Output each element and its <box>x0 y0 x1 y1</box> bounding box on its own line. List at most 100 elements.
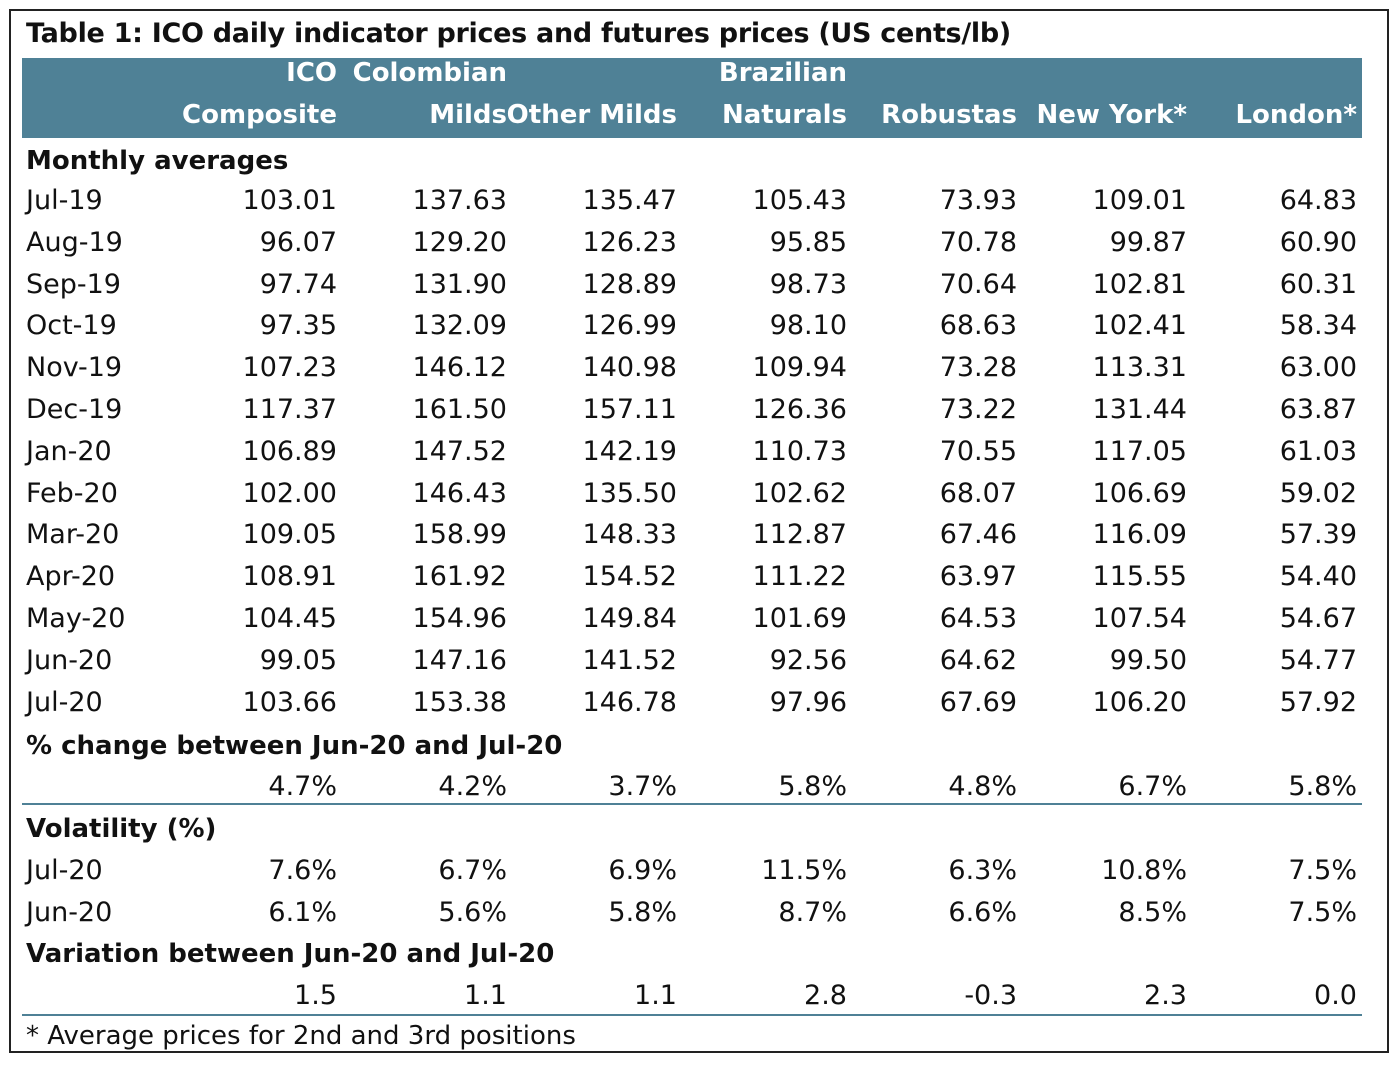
divider <box>22 1014 1362 1016</box>
value-cell: 99.50 <box>1109 644 1187 676</box>
value-cell: 154.96 <box>412 603 507 634</box>
value-cell: 4.8% <box>948 771 1017 802</box>
table-row: Nov-19 107.23 146.12 140.98 109.94 73.28 113.3… <box>26 347 1358 389</box>
column-header: Brazilian Naturals <box>719 52 847 136</box>
value-cell: 109.94 <box>752 352 847 384</box>
value-cell: 73.93 <box>939 185 1017 216</box>
value-cell: 98.73 <box>769 268 847 300</box>
value-cell: 154.52 <box>582 561 677 593</box>
table-row: Jul-20 7.6% 6.7% 6.9% 11.5% 6.3% 10.8% 7.5% <box>26 850 1358 892</box>
column-header-line1: Colombian <box>352 58 507 88</box>
value-cell: 137.63 <box>412 185 507 216</box>
value-cell: 158.99 <box>412 519 507 551</box>
table-row: Dec-19 117.37 161.50 157.11 126.36 73.22 131.4… <box>26 389 1358 431</box>
section-heading-variation: Variation between Jun-20 and Jul-20 <box>26 939 555 969</box>
value-cell: 161.50 <box>412 394 507 425</box>
value-cell: 1.1 <box>464 980 507 1011</box>
value-cell: 67.69 <box>939 686 1017 718</box>
value-cell: 58.34 <box>1279 310 1357 342</box>
table-row: Jun-20 99.05 147.16 141.52 92.56 64.62 99.50 54… <box>26 640 1358 682</box>
value-cell: 6.7% <box>438 855 507 886</box>
row-label: Jul-20 <box>26 855 103 886</box>
value-cell: 146.12 <box>412 352 507 384</box>
row-label: Jun-20 <box>26 896 113 928</box>
value-cell: 131.44 <box>1092 394 1187 425</box>
value-cell: 64.53 <box>939 603 1017 634</box>
row-label: Jun-20 <box>26 644 113 676</box>
column-header-line1: ICO <box>286 58 337 88</box>
value-cell: 68.63 <box>939 310 1017 342</box>
table-row: 4.7% 4.2% 3.7% 5.8% 4.8% 6.7% 5.8% <box>26 766 1358 808</box>
table-row: May-20 104.45 154.96 149.84 101.69 64.53 107.5… <box>26 598 1358 640</box>
value-cell: 102.62 <box>752 477 847 509</box>
table-row: Aug-19 96.07 129.20 126.23 95.85 70.78 99.87 60… <box>26 222 1358 264</box>
value-cell: 117.37 <box>242 394 337 425</box>
value-cell: 68.07 <box>939 477 1017 509</box>
value-cell: 7.5% <box>1288 855 1357 886</box>
value-cell: 113.31 <box>1092 352 1187 384</box>
table-title: Table 1: ICO daily indicator prices and … <box>26 18 1011 49</box>
section-heading-volatility: Volatility (%) <box>26 814 217 844</box>
value-cell: 103.01 <box>242 185 337 216</box>
value-cell: 64.83 <box>1279 185 1357 216</box>
value-cell: 5.8% <box>778 771 847 802</box>
value-cell: 64.62 <box>939 644 1017 676</box>
column-header-line2: Naturals <box>722 100 847 130</box>
column-header: London* <box>1235 52 1357 136</box>
value-cell: 5.8% <box>1288 771 1357 802</box>
value-cell: 117.05 <box>1092 435 1187 467</box>
value-cell: 57.92 <box>1279 686 1357 718</box>
value-cell: 128.89 <box>582 268 677 300</box>
value-cell: 101.69 <box>752 603 847 634</box>
column-header: ICO Composite <box>182 52 337 136</box>
column-header-line2: New York* <box>1036 100 1187 130</box>
value-cell: 126.99 <box>582 310 677 342</box>
value-cell: 149.84 <box>582 603 677 634</box>
value-cell: 99.87 <box>1109 226 1187 258</box>
value-cell: 7.6% <box>268 855 337 886</box>
value-cell: 132.09 <box>412 310 507 342</box>
value-cell: 54.40 <box>1279 561 1357 593</box>
column-header-line1 <box>1235 52 1357 94</box>
value-cell: 102.00 <box>242 477 337 509</box>
value-cell: 5.6% <box>438 896 507 928</box>
row-label: Jul-19 <box>26 185 103 216</box>
row-label: Nov-19 <box>26 352 123 384</box>
value-cell: 102.81 <box>1092 268 1187 300</box>
row-label: May-20 <box>26 603 126 634</box>
value-cell: 4.2% <box>438 771 507 802</box>
column-header-line1: Brazilian <box>718 58 847 88</box>
value-cell: 110.73 <box>752 435 847 467</box>
row-label: Jul-20 <box>26 686 103 718</box>
value-cell: 2.3 <box>1144 980 1187 1011</box>
column-header: Other Milds <box>507 52 677 136</box>
value-cell: 6.9% <box>608 855 677 886</box>
column-header: New York* <box>1037 52 1187 136</box>
row-label: Aug-19 <box>26 226 123 258</box>
value-cell: 92.56 <box>769 644 847 676</box>
column-header-line1 <box>1037 52 1187 94</box>
value-cell: 61.03 <box>1279 435 1357 467</box>
value-cell: -0.3 <box>964 980 1017 1011</box>
value-cell: 131.90 <box>412 268 507 300</box>
value-cell: 97.74 <box>259 268 337 300</box>
value-cell: 6.6% <box>948 896 1017 928</box>
value-cell: 0.0 <box>1314 980 1357 1011</box>
table-row: Jul-19 103.01 137.63 135.47 105.43 73.93 109.0… <box>26 180 1358 222</box>
value-cell: 109.01 <box>1092 185 1187 216</box>
row-label: Sep-19 <box>26 268 121 300</box>
table-row: Jan-20 106.89 147.52 142.19 110.73 70.55 117.0… <box>26 431 1358 473</box>
table-row: Apr-20 108.91 161.92 154.52 111.22 63.97 115.5… <box>26 556 1358 598</box>
row-label: Feb-20 <box>26 477 118 509</box>
value-cell: 147.52 <box>412 435 507 467</box>
table-row: Feb-20 102.00 146.43 135.50 102.62 68.07 106.6… <box>26 473 1358 515</box>
value-cell: 105.43 <box>752 185 847 216</box>
value-cell: 104.45 <box>242 603 337 634</box>
value-cell: 95.85 <box>769 226 847 258</box>
value-cell: 146.78 <box>582 686 677 718</box>
value-cell: 8.7% <box>778 896 847 928</box>
value-cell: 102.41 <box>1092 310 1187 342</box>
value-cell: 115.55 <box>1092 561 1187 593</box>
value-cell: 141.52 <box>582 644 677 676</box>
value-cell: 153.38 <box>412 686 507 718</box>
